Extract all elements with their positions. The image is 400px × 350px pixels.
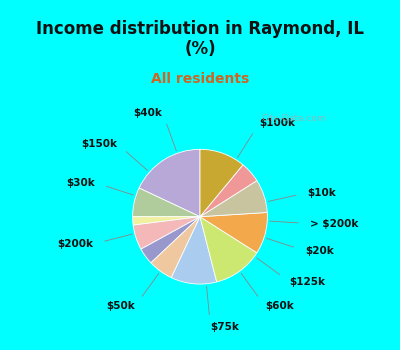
Text: $50k: $50k (106, 301, 135, 311)
Text: $75k: $75k (210, 322, 239, 331)
Wedge shape (133, 217, 200, 249)
Wedge shape (133, 188, 200, 217)
Wedge shape (200, 181, 267, 217)
Wedge shape (171, 217, 217, 284)
Text: $20k: $20k (305, 246, 334, 256)
Wedge shape (139, 149, 200, 217)
Wedge shape (200, 217, 257, 282)
Text: $10k: $10k (308, 188, 336, 198)
Wedge shape (133, 217, 200, 225)
Wedge shape (200, 165, 257, 217)
Text: All residents: All residents (151, 72, 249, 86)
Text: $40k: $40k (134, 108, 163, 118)
Wedge shape (200, 212, 267, 253)
Wedge shape (151, 217, 200, 278)
Text: > $200k: > $200k (310, 219, 358, 229)
Wedge shape (141, 217, 200, 263)
Text: City-Data.com: City-Data.com (262, 114, 326, 123)
Wedge shape (200, 149, 243, 217)
Text: $30k: $30k (66, 177, 95, 188)
Text: $100k: $100k (259, 119, 295, 128)
Text: $60k: $60k (265, 301, 294, 311)
Text: $150k: $150k (81, 139, 117, 149)
Text: Income distribution in Raymond, IL
(%): Income distribution in Raymond, IL (%) (36, 20, 364, 58)
Text: $200k: $200k (57, 239, 93, 249)
Text: $125k: $125k (289, 276, 325, 287)
